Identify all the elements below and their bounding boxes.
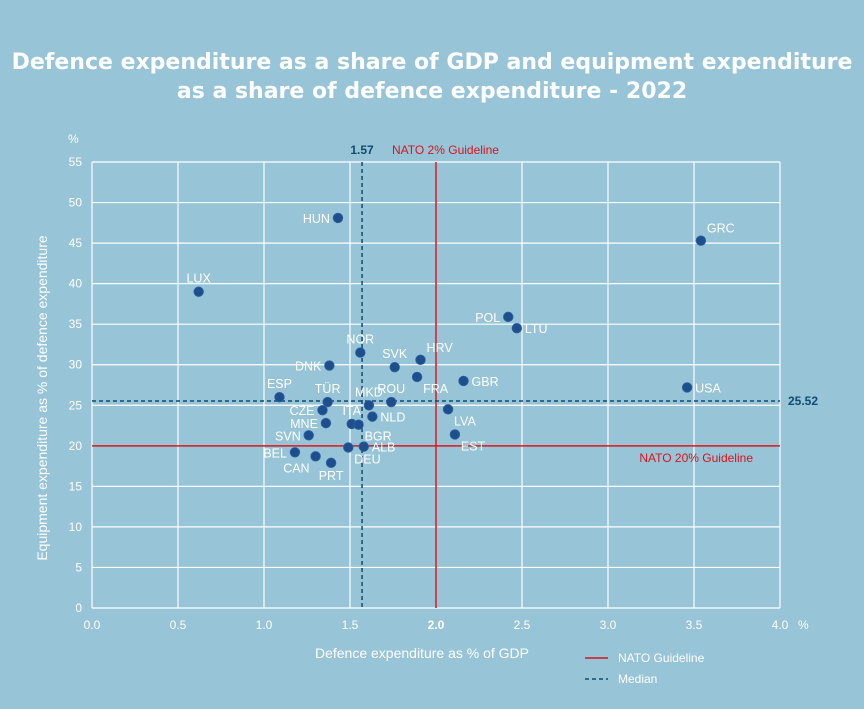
- median-x-label: 1.57: [350, 143, 374, 157]
- data-point-rou: [386, 396, 397, 408]
- data-point-fra: [411, 371, 423, 383]
- x-tick-label: 3.5: [686, 618, 703, 632]
- legend-label-median: Median: [618, 672, 657, 686]
- data-label-grc: GRC: [707, 222, 735, 236]
- data-label-hrv: HRV: [427, 341, 454, 355]
- data-label-rou: ROU: [377, 382, 405, 396]
- y-tick-label: 40: [69, 277, 83, 291]
- data-label-gbr: GBR: [472, 375, 499, 389]
- data-label-esp: ESP: [267, 377, 292, 391]
- median-y-label: 25.52: [788, 394, 818, 408]
- data-label-prt: PRT: [319, 469, 344, 483]
- data-point-nor: [355, 347, 366, 358]
- data-point-bel: [289, 447, 301, 458]
- data-point-pol: [503, 311, 514, 323]
- data-point-hrv: [415, 354, 426, 366]
- data-point-mne: [320, 417, 332, 429]
- data-label-pol: POL: [475, 311, 500, 325]
- legend: NATO Guideline Median: [585, 651, 705, 686]
- x-tick-label: 0.0: [84, 618, 101, 632]
- data-point-tür: [322, 396, 333, 408]
- x-tick-label: 2.5: [514, 618, 531, 632]
- nato-equipment-guideline-label: NATO 20% Guideline: [639, 451, 753, 465]
- data-label-bel: BEL: [263, 446, 287, 460]
- data-point-can: [310, 451, 321, 462]
- data-point-nld: [367, 411, 378, 422]
- y-tick-label: 55: [69, 155, 83, 169]
- data-label-fra: FRA: [423, 382, 449, 396]
- x-tick-label: 0.5: [170, 618, 187, 632]
- data-point-lva: [442, 404, 454, 415]
- data-label-nor: NOR: [346, 333, 374, 347]
- data-point-prt: [325, 457, 337, 469]
- data-point-mkd: [363, 400, 375, 411]
- data-label-usa: USA: [695, 381, 721, 395]
- y-tick-label: 25: [69, 398, 83, 412]
- data-point-alb: [358, 441, 369, 452]
- data-point-svk: [389, 361, 400, 373]
- y-tick-label: 50: [69, 196, 83, 210]
- x-tick-label: 4.0: [772, 618, 789, 632]
- x-tick-label: 3.0: [600, 618, 617, 632]
- x-unit-label: %: [798, 618, 809, 632]
- data-label-svn: SVN: [275, 429, 301, 443]
- nato-gdp-guideline-label: NATO 2% Guideline: [392, 143, 499, 157]
- data-label-hun: HUN: [303, 212, 330, 226]
- y-tick-label: 30: [69, 358, 83, 372]
- data-label-svk: SVK: [382, 347, 408, 361]
- data-label-deu: DEU: [354, 452, 380, 466]
- data-point-lux: [193, 286, 204, 297]
- y-unit-label: %: [68, 132, 79, 146]
- y-tick-label: 20: [69, 439, 83, 453]
- data-point-svn: [303, 430, 314, 441]
- data-label-est: EST: [461, 439, 486, 453]
- data-point-ltu: [511, 323, 523, 334]
- data-label-alb: ALB: [372, 441, 396, 455]
- data-point-cze: [317, 404, 328, 416]
- y-tick-label: 10: [69, 520, 83, 534]
- data-label-nld: NLD: [380, 411, 405, 425]
- data-label-mkd: MKD: [355, 385, 383, 399]
- data-point-gbr: [458, 375, 469, 387]
- data-label-cze: CZE: [289, 404, 314, 418]
- data-point-dnk: [324, 360, 335, 371]
- data-label-lva: LVA: [454, 414, 476, 428]
- data-point-hun: [332, 212, 344, 224]
- data-point-usa: [681, 382, 693, 393]
- x-tick-label: 1.0: [256, 618, 273, 632]
- y-tick-label: 0: [75, 601, 82, 615]
- data-label-mne: MNE: [290, 417, 318, 431]
- data-label-lux: LUX: [186, 272, 211, 286]
- y-tick-label: 45: [69, 236, 83, 250]
- x-tick-label: 2.0: [428, 618, 445, 632]
- data-label-tür: TÜR: [315, 382, 341, 396]
- data-point-grc: [695, 235, 707, 246]
- data-point-deu: [343, 442, 354, 453]
- y-tick-label: 5: [75, 560, 82, 574]
- reference-lines-layer: 1.57 NATO 2% Guideline 25.52 NATO 20% Guide…: [92, 143, 818, 608]
- axis-layer: % % Defence expenditure as % of GDP Equi…: [34, 132, 809, 661]
- data-label-ltu: LTU: [525, 322, 548, 336]
- data-point-est: [449, 429, 461, 440]
- x-axis-title: Defence expenditure as % of GDP: [315, 645, 529, 661]
- y-tick-label: 15: [69, 479, 83, 493]
- y-axis-title: Equipment expenditure as % of defence ex…: [34, 235, 50, 561]
- points-layer: GRC HUN LUX POL LTU NOR DNK SVK HRV FRA GBR USA ESP T…: [186, 212, 734, 483]
- legend-label-nato: NATO Guideline: [618, 651, 705, 665]
- chart-title-line2: as a share of defence expenditure - 2022: [176, 79, 688, 104]
- data-label-dnk: DNK: [295, 360, 322, 374]
- data-label-bgr: BGR: [365, 430, 392, 444]
- data-point-esp: [274, 391, 285, 403]
- y-tick-label: 35: [69, 317, 83, 331]
- chart-title-line1: Defence expenditure as a share of GDP an…: [11, 50, 853, 75]
- data-label-can: CAN: [283, 461, 309, 475]
- data-label-ita: ITA: [342, 404, 361, 418]
- data-point-bgr: [353, 419, 364, 430]
- x-tick-label: 1.5: [342, 618, 359, 632]
